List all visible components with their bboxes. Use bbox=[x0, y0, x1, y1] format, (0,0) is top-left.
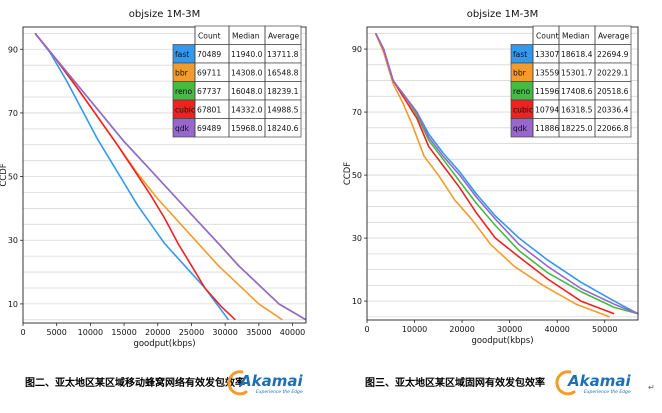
legend-average: 14988.5 bbox=[267, 105, 299, 114]
series-line-qdk bbox=[34, 32, 307, 321]
series-line-fast bbox=[34, 32, 230, 321]
legend-median: 15968.0 bbox=[231, 124, 263, 133]
akamai-logo-text: Akamai bbox=[239, 372, 303, 390]
legend-header-cell: Median bbox=[562, 31, 590, 40]
akamai-swoosh-icon bbox=[555, 370, 576, 396]
x-tick-label: 35000 bbox=[246, 328, 271, 337]
legend-average: 16548.8 bbox=[267, 68, 299, 77]
legend-name-cubic: cubic bbox=[175, 105, 195, 114]
x-tick-label: 40000 bbox=[544, 325, 569, 334]
legend-name-cubic: cubic bbox=[513, 105, 533, 114]
series-line-qdk bbox=[374, 32, 639, 315]
y-tick-label: 90 bbox=[352, 45, 362, 54]
akamai-logo-left: Akamai Experience the Edge bbox=[227, 370, 303, 396]
plot-frame bbox=[366, 26, 639, 321]
legend-median: 16048.0 bbox=[231, 87, 263, 96]
legend-count: 67801 bbox=[197, 105, 221, 114]
series-line-cubic bbox=[34, 32, 236, 321]
plot-frame bbox=[22, 26, 307, 324]
y-tick-label: 90 bbox=[8, 45, 18, 54]
legend-average: 22066.8 bbox=[597, 124, 629, 133]
y-tick-label: 70 bbox=[8, 109, 18, 118]
legend-header-cell: Count bbox=[198, 31, 221, 40]
legend-name-bbr: bbr bbox=[513, 68, 527, 77]
x-axis-label: goodput(kbps) bbox=[471, 336, 533, 346]
akamai-logo-right: Akamai Experience the Edge bbox=[555, 370, 631, 396]
legend-count: 67737 bbox=[197, 87, 221, 96]
legend-median: 18225.0 bbox=[561, 124, 593, 133]
chart-title: objsize 1M-3M bbox=[129, 9, 200, 20]
y-axis-label: CCDF bbox=[343, 162, 353, 185]
caption-left: 图二、亚太地区某区域移动蜂窝网络有效发包效率 bbox=[25, 376, 245, 389]
y-tick-label: 30 bbox=[8, 236, 18, 245]
x-axis-label: goodput(kbps) bbox=[133, 339, 195, 349]
y-tick-label: 50 bbox=[8, 173, 18, 182]
legend-count: 11886 bbox=[535, 124, 559, 133]
legend-average: 20518.6 bbox=[597, 87, 629, 96]
legend-name-qdk: qdk bbox=[513, 124, 528, 133]
chart-left: 0 5000 10000 15000 20000 25000 30000 35000 40000… bbox=[0, 9, 307, 349]
legend-name-bbr: bbr bbox=[175, 68, 189, 77]
corner-mark: ↵ bbox=[648, 383, 655, 392]
legend-count: 69711 bbox=[197, 68, 221, 77]
y-tick-label: 50 bbox=[352, 171, 362, 180]
x-tick-label: 0 bbox=[20, 328, 25, 337]
legend-median: 14308.0 bbox=[231, 68, 263, 77]
x-tick-label: 20000 bbox=[449, 325, 474, 334]
legend-name-reno: reno bbox=[513, 87, 530, 96]
legend-average: 20336.4 bbox=[597, 105, 629, 114]
x-tick-label: 40000 bbox=[280, 328, 305, 337]
legend-average: 22694.9 bbox=[597, 50, 629, 59]
legend-median: 14332.0 bbox=[231, 105, 263, 114]
x-tick-label: 25000 bbox=[179, 328, 204, 337]
x-tick-label: 0 bbox=[364, 325, 369, 334]
legend-count: 13559 bbox=[535, 68, 559, 77]
x-tick-label: 30000 bbox=[497, 325, 522, 334]
legend-header-cell: Average bbox=[598, 31, 630, 40]
akamai-logo-text: Akamai bbox=[567, 372, 631, 390]
legend-average: 18239.1 bbox=[267, 87, 299, 96]
legend-name-qdk: qdk bbox=[175, 124, 190, 133]
legend-name-reno: reno bbox=[175, 87, 192, 96]
legend-median: 17408.6 bbox=[561, 87, 593, 96]
y-tick-label: 10 bbox=[352, 297, 362, 306]
x-tick-label: 5000 bbox=[47, 328, 67, 337]
legend-median: 16318.5 bbox=[561, 105, 593, 114]
y-axis-label: CCDF bbox=[0, 163, 9, 186]
legend-average: 20229.1 bbox=[597, 68, 629, 77]
legend-count: 70489 bbox=[197, 50, 221, 59]
legend-count: 11596 bbox=[535, 87, 559, 96]
x-tick-label: 10000 bbox=[402, 325, 427, 334]
legend-median: 18618.4 bbox=[561, 50, 593, 59]
x-tick-label: 30000 bbox=[212, 328, 237, 337]
legend-average: 18240.6 bbox=[267, 124, 299, 133]
y-tick-label: 70 bbox=[352, 108, 362, 117]
x-tick-label: 50000 bbox=[592, 325, 617, 334]
chart-right: 0 10000 20000 30000 40000 50000 10 30 50 70 90 objs… bbox=[343, 9, 639, 346]
akamai-tagline: Experience the Edge bbox=[256, 389, 303, 395]
legend-count: 10794 bbox=[535, 105, 559, 114]
akamai-tagline: Experience the Edge bbox=[584, 389, 631, 395]
y-tick-label: 10 bbox=[8, 300, 18, 309]
legend-header-cell: Count bbox=[536, 31, 559, 40]
series-line-bbr bbox=[374, 32, 610, 318]
legend-median: 11940.0 bbox=[231, 50, 263, 59]
caption-right: 图三、亚太地区某区域固网有效发包效率 bbox=[365, 376, 545, 389]
x-tick-label: 15000 bbox=[111, 328, 136, 337]
legend-average: 13711.8 bbox=[267, 50, 299, 59]
chart-title: objsize 1M-3M bbox=[467, 9, 538, 20]
legend-median: 15301.7 bbox=[561, 68, 593, 77]
legend-header-cell: Median bbox=[232, 31, 260, 40]
legend-name-fast: fast bbox=[513, 50, 527, 59]
legend-header-cell: Average bbox=[268, 31, 300, 40]
x-tick-label: 20000 bbox=[145, 328, 170, 337]
y-tick-label: 30 bbox=[352, 234, 362, 243]
legend-count: 69489 bbox=[197, 124, 221, 133]
akamai-swoosh-icon bbox=[227, 370, 248, 396]
legend-name-fast: fast bbox=[175, 50, 189, 59]
x-tick-label: 10000 bbox=[78, 328, 103, 337]
legend-count: 13307 bbox=[535, 50, 559, 59]
